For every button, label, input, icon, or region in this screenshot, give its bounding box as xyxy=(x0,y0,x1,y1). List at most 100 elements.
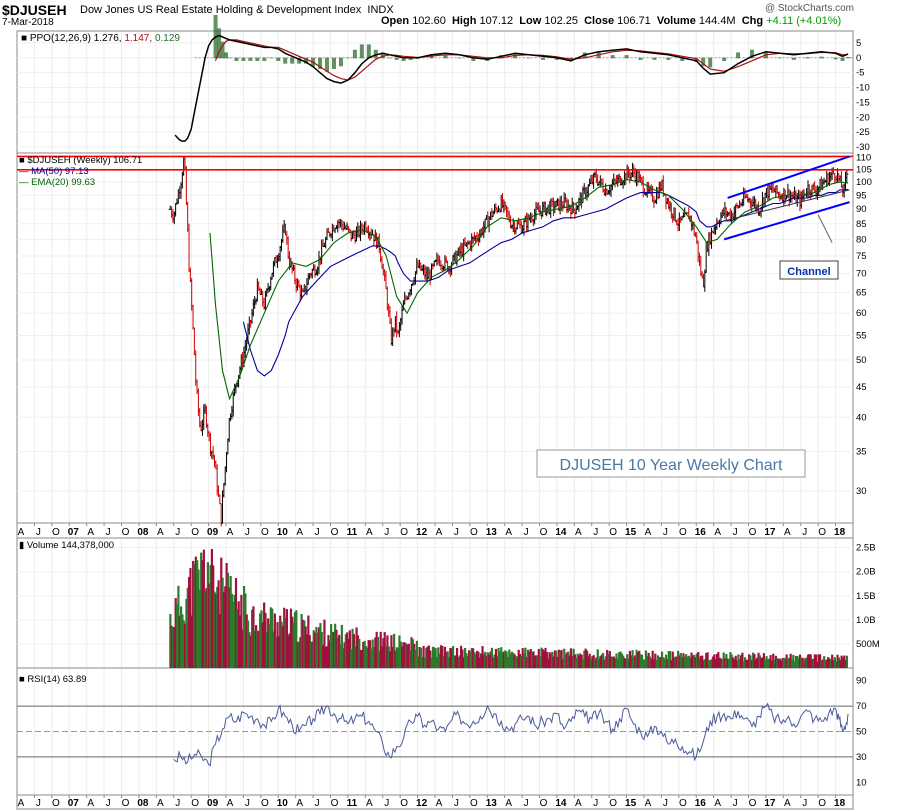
price-y-tick-label: 55 xyxy=(856,331,867,342)
x-tick-label: A xyxy=(296,527,303,538)
ppo-histogram-bar xyxy=(694,57,699,63)
price-y-tick-label: 80 xyxy=(856,234,867,245)
volume-bar xyxy=(764,659,767,668)
volume-bar xyxy=(275,636,278,668)
x-tick-label: A xyxy=(784,798,791,809)
x-tick-label: J xyxy=(245,527,250,538)
x-tick-label: A xyxy=(436,527,443,538)
volume-bar xyxy=(561,659,565,668)
volume-bar xyxy=(820,660,823,668)
x-tick-label: 18 xyxy=(834,798,846,809)
index-description: Dow Jones US Real Estate Holding & Devel… xyxy=(80,4,394,16)
volume-bar xyxy=(602,652,605,668)
volume-bar xyxy=(739,655,743,668)
volume-bar xyxy=(323,619,326,668)
volume-bar xyxy=(723,658,727,668)
ppo-histogram-bar xyxy=(408,57,413,60)
volume-bar xyxy=(372,647,376,668)
volume-bar xyxy=(413,643,416,668)
channel-label: Channel xyxy=(787,266,830,278)
ppo-histogram-bar xyxy=(248,57,253,61)
volume-bar xyxy=(733,659,736,668)
x-tick-label: J xyxy=(384,527,389,538)
volume-bar xyxy=(829,659,832,668)
volume-bar xyxy=(674,656,677,668)
x-tick-label: A xyxy=(157,798,164,809)
volume-bar xyxy=(339,644,342,668)
x-tick-label: 10 xyxy=(277,527,289,538)
close-value: 106.71 xyxy=(617,15,651,27)
volume-bar xyxy=(393,633,396,668)
volume-bar xyxy=(788,657,791,668)
volume-bar xyxy=(429,650,432,668)
volume-bar xyxy=(212,565,215,668)
volume-bar xyxy=(478,657,481,668)
volume-bar xyxy=(312,630,315,668)
ppo-histogram-bar xyxy=(276,57,281,61)
rsi-y-tick-label: 70 xyxy=(856,701,867,712)
volume-bar xyxy=(492,657,495,668)
volume-bar xyxy=(480,653,483,668)
volume-bar xyxy=(265,631,268,668)
price-y-tick-label: 45 xyxy=(856,382,867,393)
volume-bar xyxy=(409,650,412,668)
chg-value: +4.11 (+4.01%) xyxy=(766,15,842,27)
volume-bar xyxy=(296,642,299,668)
volume-bar xyxy=(330,624,333,668)
x-tick-label: O xyxy=(749,798,757,809)
volume-bar xyxy=(589,659,593,668)
x-tick-label: 15 xyxy=(625,527,637,538)
volume-bar xyxy=(652,659,656,668)
volume-bar xyxy=(510,651,514,668)
volume-bar xyxy=(185,598,188,668)
volume-bar xyxy=(713,654,716,668)
volume-bar xyxy=(283,607,286,668)
volume-bar xyxy=(841,657,845,668)
x-tick-label: O xyxy=(122,527,130,538)
x-tick-label: O xyxy=(191,798,199,809)
volume-bar xyxy=(171,627,175,668)
volume-bar xyxy=(642,659,645,668)
x-tick-label: O xyxy=(679,798,687,809)
volume-bar xyxy=(606,649,609,668)
volume-bar xyxy=(220,557,223,668)
volume-bar xyxy=(179,606,183,668)
volume-bar xyxy=(276,622,279,668)
volume-bar xyxy=(539,656,542,668)
volume-bar xyxy=(268,624,271,668)
volume-bar xyxy=(780,660,783,668)
volume-bar xyxy=(622,655,625,668)
volume-bar xyxy=(370,648,373,668)
volume-bar xyxy=(725,654,728,668)
volume-bar xyxy=(374,637,377,668)
volume-bar xyxy=(701,655,704,668)
volume-bar xyxy=(659,656,662,668)
volume-bar xyxy=(426,646,429,668)
x-tick-label: A xyxy=(714,798,721,809)
volume-bar xyxy=(308,635,311,668)
volume-bar xyxy=(174,598,177,668)
volume-bar xyxy=(214,593,218,668)
volume-bar xyxy=(819,654,822,668)
ppo-y-tick-label: -10 xyxy=(856,83,870,94)
volume-bar xyxy=(524,647,527,668)
x-tick-label: A xyxy=(18,798,25,809)
volume-legend: ▮ Volume 144,378,000 xyxy=(19,540,114,551)
volume-bar xyxy=(831,654,834,668)
volume-bar xyxy=(336,637,339,668)
volume-bar xyxy=(319,623,322,668)
volume-bar xyxy=(596,649,599,668)
volume-bar xyxy=(624,659,627,668)
volume-bar xyxy=(738,658,741,668)
volume-bar xyxy=(205,587,208,668)
x-tick-label: 17 xyxy=(764,798,776,809)
x-tick-label: A xyxy=(227,527,234,538)
volume-bar xyxy=(209,565,212,668)
volume-bar xyxy=(698,657,701,668)
volume-bar xyxy=(611,656,614,668)
volume-bar xyxy=(591,656,594,668)
ppo-histogram-bar xyxy=(359,44,364,59)
volume-bar xyxy=(553,650,556,668)
volume-bar xyxy=(407,643,410,668)
